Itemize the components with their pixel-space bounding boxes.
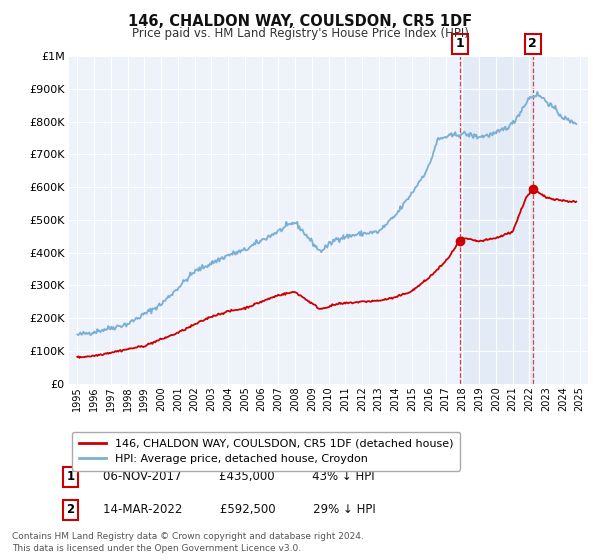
Legend: 146, CHALDON WAY, COULSDON, CR5 1DF (detached house), HPI: Average price, detach: 146, CHALDON WAY, COULSDON, CR5 1DF (det… [72,432,460,470]
Text: Contains HM Land Registry data © Crown copyright and database right 2024.
This d: Contains HM Land Registry data © Crown c… [12,533,364,553]
Text: 1: 1 [455,38,464,50]
Text: 1: 1 [67,470,74,483]
Text: 146, CHALDON WAY, COULSDON, CR5 1DF: 146, CHALDON WAY, COULSDON, CR5 1DF [128,14,472,29]
Text: 2: 2 [67,503,74,516]
Text: 14-MAR-2022          £592,500          29% ↓ HPI: 14-MAR-2022 £592,500 29% ↓ HPI [103,503,376,516]
Text: 2: 2 [529,38,537,50]
Bar [460,56,533,384]
Text: 06-NOV-2017          £435,000          43% ↓ HPI: 06-NOV-2017 £435,000 43% ↓ HPI [103,470,374,483]
Text: Price paid vs. HM Land Registry's House Price Index (HPI): Price paid vs. HM Land Registry's House … [131,27,469,40]
